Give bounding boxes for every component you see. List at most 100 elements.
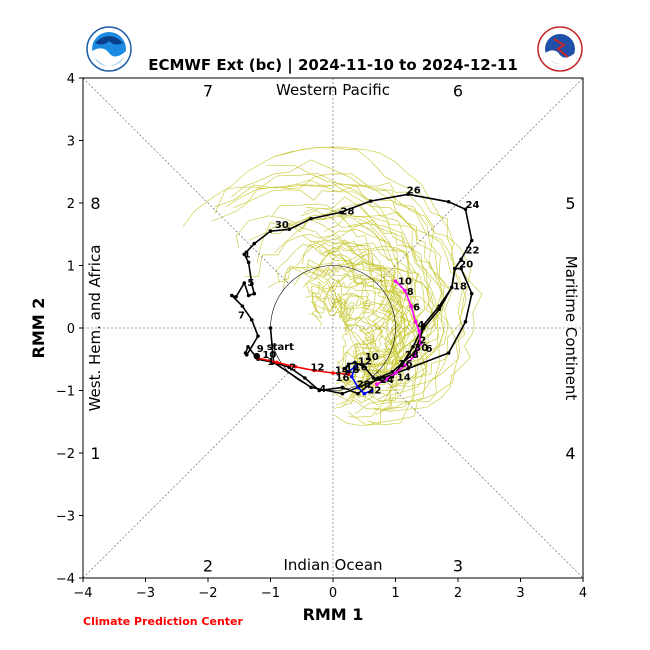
day-label: 24: [466, 200, 480, 211]
y-tick-label: −2: [56, 447, 75, 462]
day-label: 26: [407, 186, 421, 197]
ensemble-member-line: [309, 240, 415, 402]
series-point: [256, 334, 260, 338]
series-point: [229, 293, 234, 298]
series-point: [287, 227, 292, 232]
ensemble-member-line: [306, 253, 404, 385]
series-point: [268, 229, 273, 233]
series-point: [384, 377, 388, 382]
series-point: [463, 207, 468, 212]
day-label: 14: [397, 373, 411, 384]
series-point: [459, 257, 463, 262]
series-point: [331, 371, 335, 375]
x-tick-label: −3: [136, 586, 155, 601]
ensemble-member-line: [235, 214, 434, 392]
series-point: [421, 323, 426, 327]
series-point: [403, 363, 407, 368]
ensemble-member-line: [310, 282, 380, 398]
series-point: [403, 288, 407, 293]
region-label-bottom: Indian Ocean: [283, 556, 382, 574]
series-point: [356, 391, 360, 396]
series-point: [353, 360, 357, 365]
series-point: [340, 391, 345, 396]
series-point: [362, 391, 367, 396]
series-point: [417, 329, 422, 333]
region-label-right: Maritime Continent: [562, 256, 580, 401]
series-point: [463, 319, 468, 324]
day-label: 4: [319, 384, 326, 395]
y-tick-label: −4: [56, 572, 75, 587]
x-tick-label: 1: [391, 586, 399, 601]
series-point: [240, 304, 245, 308]
ensemble-member-line: [308, 279, 405, 372]
day-label: 10: [365, 352, 379, 363]
series-point: [346, 362, 351, 367]
series-point: [453, 266, 457, 271]
series-point: [234, 294, 238, 299]
ensemble-member-line: [225, 173, 459, 416]
day-label: 22: [367, 386, 381, 397]
series-point: [249, 318, 254, 322]
day-label: 10: [262, 350, 276, 361]
series-point: [356, 385, 360, 390]
day-label: 4: [417, 320, 424, 331]
series-layer: [229, 192, 474, 396]
day-label: 20: [459, 259, 473, 270]
credit-label: Climate Prediction Center: [83, 615, 243, 628]
y-tick-label: 2: [67, 197, 75, 212]
series-point: [309, 216, 313, 221]
day-label: 12: [311, 363, 325, 374]
ensemble-member-line: [182, 173, 466, 390]
series-point: [353, 364, 357, 369]
series-point: [469, 291, 474, 296]
diagonal-line: [376, 77, 584, 285]
ensemble-member-line: [266, 165, 467, 405]
day-label: 8: [407, 287, 414, 298]
phase-label: 2: [203, 557, 213, 576]
ensemble-member-line: [267, 215, 404, 363]
y-tick-label: 4: [67, 72, 75, 87]
series-point: [346, 372, 351, 377]
day-label: 28: [341, 206, 355, 217]
day-label: 30: [275, 220, 289, 231]
series-point: [349, 374, 354, 379]
series-point: [368, 199, 373, 203]
series-point: [409, 304, 413, 308]
series-point: [317, 388, 322, 393]
x-tick-label: 2: [454, 586, 462, 601]
x-tick-label: −2: [198, 586, 217, 601]
series-point: [399, 362, 404, 367]
series-point: [312, 368, 317, 373]
series-point: [246, 293, 251, 298]
ensemble-member-line: [330, 310, 380, 392]
series-point: [287, 365, 292, 370]
day-label: 28: [405, 350, 419, 361]
series-point: [469, 238, 474, 243]
day-label: 1: [244, 249, 251, 260]
y-tick-label: 1: [67, 260, 75, 275]
series-point: [342, 366, 347, 371]
noaa-logo: [86, 26, 132, 72]
series-point: [437, 304, 442, 308]
day-label: 18: [346, 365, 360, 376]
ensemble-member-line: [283, 263, 402, 377]
series-point: [268, 326, 273, 330]
series-point: [406, 192, 410, 197]
series-point: [412, 354, 417, 358]
y-tick-label: −3: [56, 510, 75, 525]
ensemble-member-line: [294, 246, 430, 410]
x-axis-label: RMM 1: [303, 605, 364, 624]
ensemble-member-line: [285, 179, 449, 406]
day-label: 18: [453, 281, 467, 292]
phase-label: 4: [565, 444, 575, 463]
nws-logo: [537, 26, 583, 72]
series-point: [369, 388, 374, 393]
ensemble-member-line: [267, 244, 412, 378]
ensemble-member-line: [317, 277, 373, 379]
phase-label: 5: [565, 194, 575, 213]
y-tick-label: −1: [56, 385, 75, 400]
series-point: [371, 376, 376, 380]
